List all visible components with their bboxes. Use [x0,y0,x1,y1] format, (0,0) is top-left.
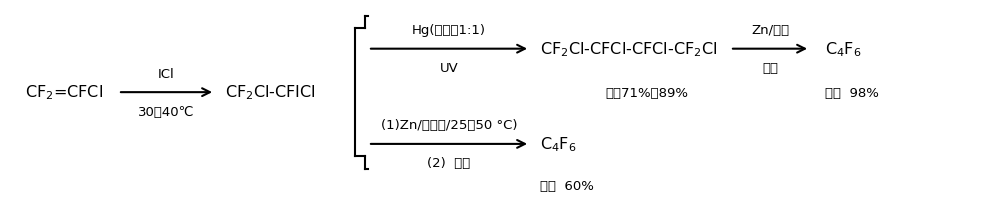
Text: CF$_2$Cl-CFICl: CF$_2$Cl-CFICl [225,83,316,102]
Text: CF$_2$Cl-CFCl-CFCl-CF$_2$Cl: CF$_2$Cl-CFCl-CFCl-CF$_2$Cl [540,40,717,59]
Text: C$_4$F$_6$: C$_4$F$_6$ [540,135,577,153]
Text: (2)  回流: (2) 回流 [427,157,471,170]
Text: 回流: 回流 [762,62,778,75]
Text: 30～40℃: 30～40℃ [138,105,195,118]
Text: 产率  98%: 产率 98% [825,86,879,99]
Text: Zn/乙醇: Zn/乙醇 [751,24,789,37]
Text: Hg(体积比1:1): Hg(体积比1:1) [412,24,486,37]
Text: (1)Zn/二噎烷/25～50 °C): (1)Zn/二噎烷/25～50 °C) [381,119,517,132]
Text: C$_4$F$_6$: C$_4$F$_6$ [825,40,862,59]
Text: UV: UV [440,62,458,75]
Text: CF$_2$=CFCl: CF$_2$=CFCl [25,83,103,102]
Text: ICl: ICl [158,67,175,80]
Text: 产率71%～89%: 产率71%～89% [605,86,688,99]
Text: 产率  60%: 产率 60% [540,179,594,192]
